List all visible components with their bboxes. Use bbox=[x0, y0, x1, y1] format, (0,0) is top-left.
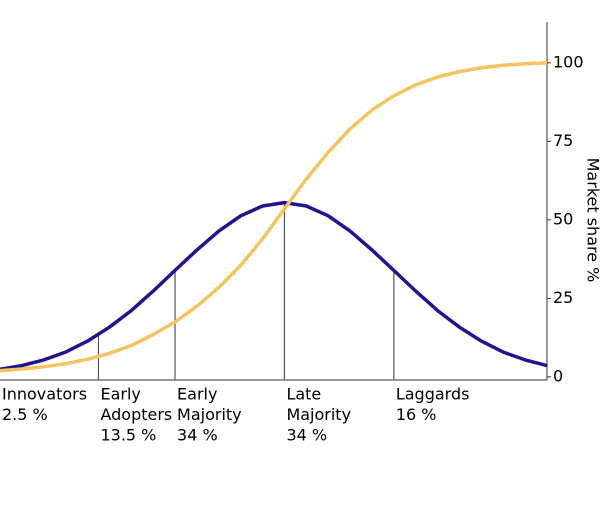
y-tick-label: 100 bbox=[553, 52, 584, 71]
curve bbox=[0, 61, 548, 373]
segment-share: 34 % bbox=[286, 426, 327, 445]
segment-label: Laggards bbox=[396, 385, 470, 404]
segment-label: Adopters bbox=[100, 405, 172, 424]
segment-label: Late bbox=[286, 385, 321, 404]
y-tick-label: 50 bbox=[553, 209, 573, 228]
segment-share: 16 % bbox=[396, 405, 437, 424]
segment-share: 34 % bbox=[177, 426, 218, 445]
segment-label: Innovators bbox=[2, 385, 87, 404]
y-axis-label: Market share % bbox=[584, 158, 601, 283]
y-tick-label: 0 bbox=[553, 366, 563, 385]
segment-label: Early bbox=[100, 385, 140, 404]
segment-share: 13.5 % bbox=[100, 426, 156, 445]
y-tick-label: 75 bbox=[553, 131, 573, 150]
segment-share: 2.5 % bbox=[2, 405, 48, 424]
curve bbox=[0, 200, 548, 372]
y-tick-label: 25 bbox=[553, 288, 573, 307]
segment-label: Majority bbox=[177, 405, 242, 424]
segment-label: Majority bbox=[286, 405, 351, 424]
segment-label: Early bbox=[177, 385, 217, 404]
